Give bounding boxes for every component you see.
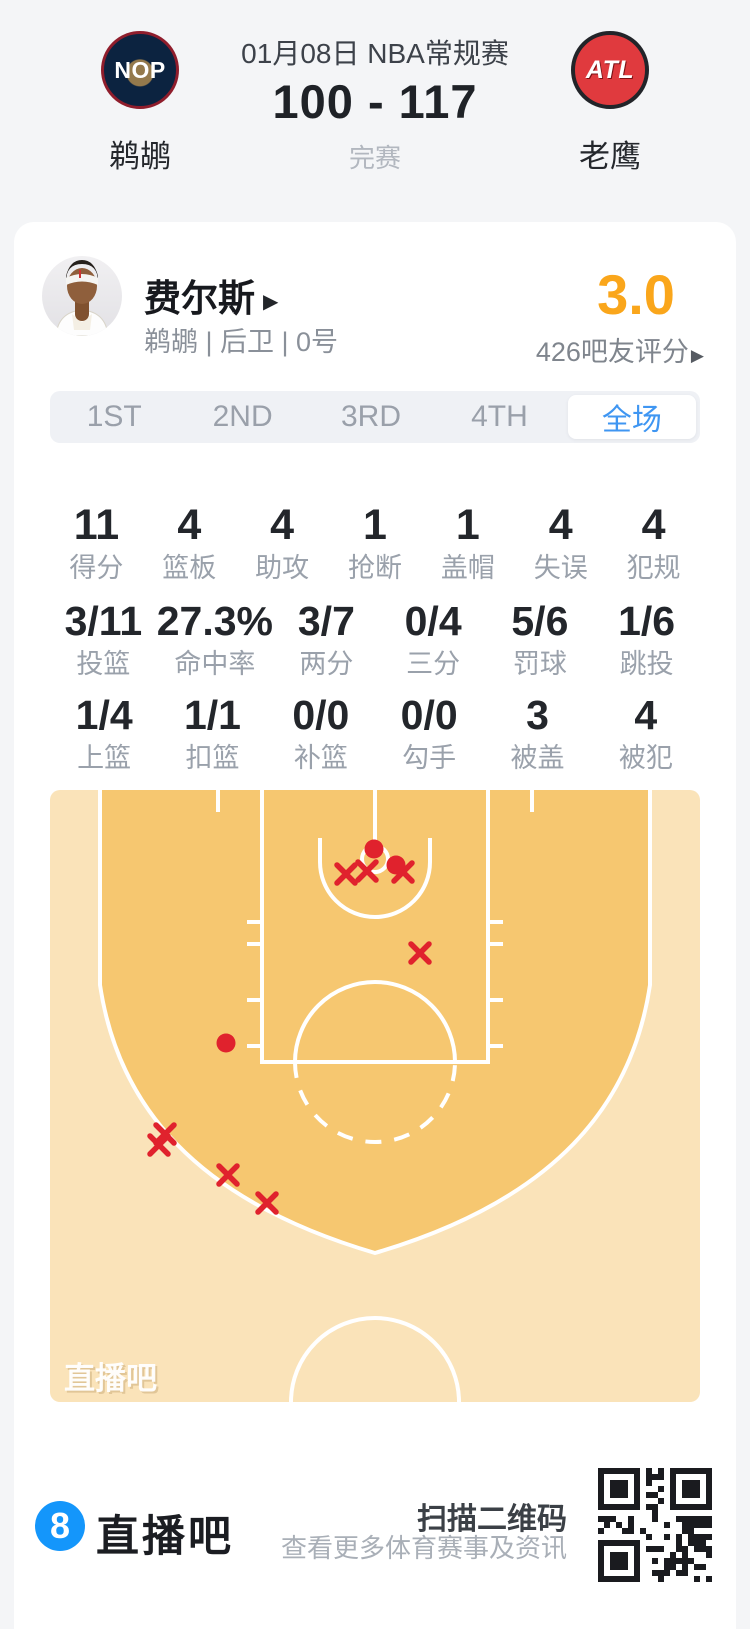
stats-row-shooting: 3/11 投篮 27.3% 命中率 3/7 两分 0/4 三分 5/6 罚球 1/6 跳投 xyxy=(50,597,700,681)
scan-qr-subtitle: 查看更多体育赛事及资讯 xyxy=(280,1533,567,1563)
game-status: 完赛 xyxy=(348,143,401,173)
player-name-row[interactable]: 费尔斯 ▶ xyxy=(144,268,278,322)
rating-note-arrow-icon: ▶ xyxy=(690,346,704,365)
free-throw-circle-solid xyxy=(293,980,457,1063)
made-shot-marker xyxy=(216,1033,236,1053)
player-photo xyxy=(55,260,109,336)
three-point-line xyxy=(98,790,652,1256)
player-avatar[interactable] xyxy=(42,256,122,336)
stat-tipin: 0/0 补篮 xyxy=(292,692,350,773)
away-team-abbr: ATL xyxy=(585,55,635,84)
restricted-area-arc xyxy=(318,838,432,919)
stat-3pt: 0/4 三分 xyxy=(404,598,462,679)
rating-note: 426吧友评分 xyxy=(535,337,689,367)
qr-code xyxy=(598,1468,712,1582)
stat-fg: 3/11 投篮 xyxy=(64,598,143,679)
tab-full-game[interactable]: 全场 xyxy=(567,395,697,439)
home-team-name: 鹈鹕 xyxy=(109,139,171,174)
missed-shot-marker xyxy=(391,860,415,884)
player-name: 费尔斯 xyxy=(144,278,255,319)
lane-hash-left xyxy=(247,920,262,1048)
scan-qr-title: 扫描二维码 xyxy=(417,1503,567,1536)
tab-2nd[interactable]: 2ND xyxy=(212,400,273,433)
tab-3rd[interactable]: 3RD xyxy=(341,400,402,433)
zhibo8-brand: 直播吧 xyxy=(96,1513,234,1561)
stat-turnovers: 4 失误 xyxy=(533,501,588,583)
stat-points: 11 得分 xyxy=(69,501,124,583)
missed-shot-marker xyxy=(355,859,379,883)
watermark-shadow: 直播吧 xyxy=(66,1363,159,1398)
missed-shot-marker xyxy=(334,862,358,886)
shot-chart-court: 直播吧 直播吧 xyxy=(50,790,700,1407)
missed-shot-marker xyxy=(408,941,432,965)
stat-blocked: 3 被盖 xyxy=(510,692,565,773)
away-team-logo[interactable]: ATL xyxy=(571,31,649,109)
game-date-title: 01月08日 NBA常规赛 xyxy=(241,38,509,69)
lane-hash-right xyxy=(488,920,503,1048)
court-svg: 直播吧 直播吧 xyxy=(50,790,700,1403)
player-rating: 3.0 xyxy=(597,263,675,326)
made-shot-marker xyxy=(364,839,384,859)
stat-blocks: 1 盖帽 xyxy=(440,501,495,583)
home-team-abbr: NOP xyxy=(114,56,166,83)
stat-rebounds: 4 篮板 xyxy=(162,501,217,583)
missed-shot-marker xyxy=(153,1122,177,1146)
stat-hook: 0/0 勾手 xyxy=(400,692,458,773)
missed-shot-marker xyxy=(216,1163,240,1187)
zhibo8-logo-icon: 8 xyxy=(35,1501,85,1551)
missed-shot-marker xyxy=(255,1191,279,1215)
rating-note-link[interactable]: 426吧友评分 ▶ xyxy=(482,330,704,369)
shot-markers xyxy=(147,839,432,1215)
game-score: 100 - 117 xyxy=(272,75,478,128)
stat-layup: 1/4 上篮 xyxy=(75,692,133,773)
center-circle-arc xyxy=(289,1316,461,1403)
stat-assists: 4 助攻 xyxy=(255,501,310,583)
stat-ft: 5/6 罚球 xyxy=(511,598,569,679)
home-team-logo[interactable]: NOP xyxy=(101,31,179,109)
free-throw-circle-dashed xyxy=(293,1061,457,1144)
away-team-name: 老鹰 xyxy=(579,139,641,174)
stat-fouls: 4 犯规 xyxy=(626,501,681,583)
stat-steals: 1 抢断 xyxy=(347,501,402,583)
missed-shot-marker xyxy=(147,1133,171,1157)
quarter-tabs: 1ST 2ND 3RD 4TH 全场 xyxy=(50,391,700,443)
stats-row-basic: 11 得分 4 篮板 4 助攻 1 抢断 1 盖帽 4 失误 4 犯规 xyxy=(50,501,700,585)
tab-4th[interactable]: 4TH xyxy=(471,400,528,433)
stat-jumpshot: 1/6 跳投 xyxy=(618,598,676,679)
paint-lane xyxy=(260,790,490,1064)
stat-2pt: 3/7 两分 xyxy=(297,598,355,679)
stats-row-shot-types: 1/4 上篮 1/1 扣篮 0/0 补篮 0/0 勾手 3 被盖 4 被犯 xyxy=(50,691,700,775)
tab-1st[interactable]: 1ST xyxy=(86,400,142,433)
stat-dunk: 1/1 扣篮 xyxy=(183,692,241,773)
court-watermark: 直播吧 xyxy=(64,1361,157,1396)
player-detail-arrow-icon: ▶ xyxy=(263,290,279,313)
stat-fg-pct: 27.3% 命中率 xyxy=(156,598,273,679)
baseline-ticks xyxy=(216,790,534,812)
stat-fouled: 4 被犯 xyxy=(618,692,673,773)
player-info: 鹈鹕 | 后卫 | 0号 xyxy=(144,327,339,357)
